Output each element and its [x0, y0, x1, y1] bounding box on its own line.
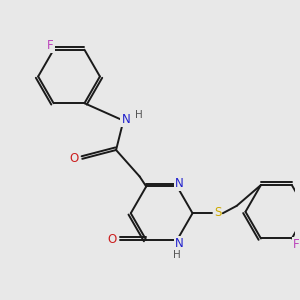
Text: N: N	[175, 237, 184, 250]
Text: H: H	[135, 110, 142, 120]
Text: O: O	[107, 233, 116, 247]
Text: S: S	[214, 206, 221, 219]
Text: F: F	[293, 238, 299, 251]
Text: N: N	[122, 112, 130, 126]
Text: O: O	[69, 152, 79, 165]
Text: F: F	[47, 39, 54, 52]
Text: N: N	[175, 177, 184, 190]
Text: H: H	[173, 250, 181, 260]
